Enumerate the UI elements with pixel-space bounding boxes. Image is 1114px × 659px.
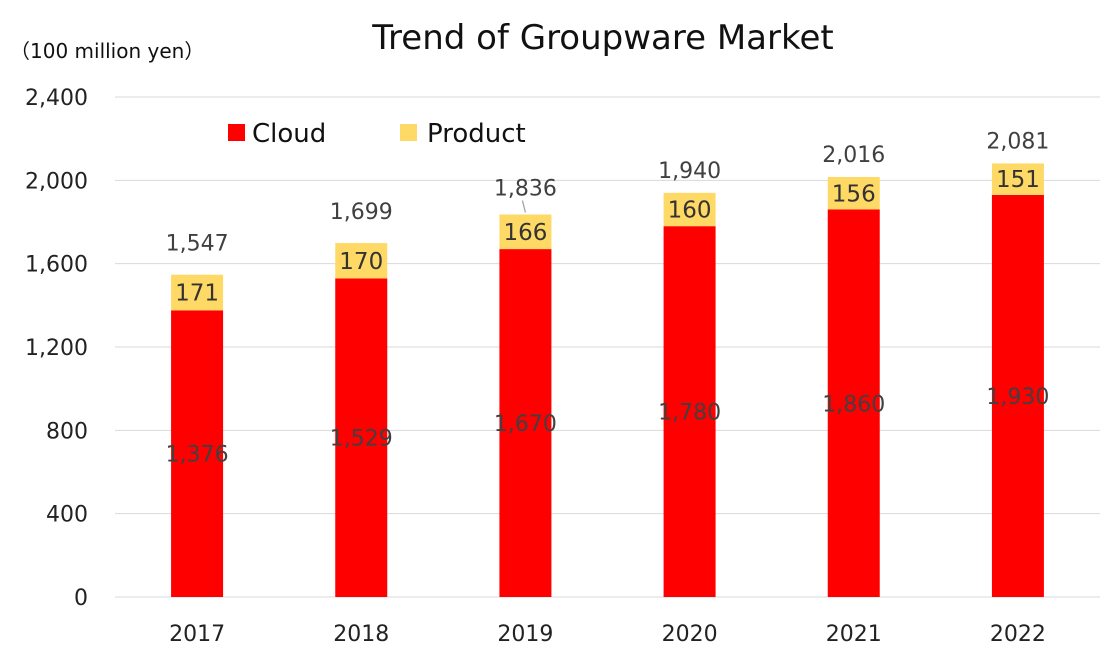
y-tick-label-1600: 1,600 — [25, 253, 88, 278]
x-tick-label-2020: 2020 — [662, 622, 718, 647]
data-label-cloud-2017: 1,376 — [166, 443, 229, 468]
legend-swatch-cloud — [228, 124, 245, 141]
data-label-cloud-2019: 1,670 — [494, 412, 557, 437]
data-label-cloud-2020: 1,780 — [658, 401, 721, 426]
bar-cloud-2020 — [663, 226, 716, 597]
data-label-total-2022: 2,081 — [986, 129, 1049, 154]
legend: Cloud Product — [228, 119, 526, 149]
unit-label: （100 million yen） — [10, 39, 204, 63]
legend-label-cloud: Cloud — [252, 119, 326, 149]
data-label-total-2017: 1,547 — [166, 232, 229, 257]
y-tick-label-0: 0 — [74, 586, 88, 611]
bar-cloud-2021 — [827, 209, 880, 597]
data-label-total-2021: 2,016 — [822, 143, 885, 168]
bar-product-2018 — [335, 243, 388, 279]
bar-cloud-2019 — [499, 249, 552, 598]
data-label-product-2018: 170 — [339, 249, 383, 275]
data-label-total-2020: 1,940 — [658, 159, 721, 184]
legend-label-product: Product — [427, 119, 526, 149]
x-tick-label-2017: 2017 — [169, 622, 225, 647]
bar-product-2021 — [827, 177, 880, 210]
y-tick-label-800: 800 — [46, 419, 88, 444]
gridlines — [115, 96, 1100, 598]
x-tick-label-2018: 2018 — [333, 622, 389, 647]
y-axis-tick-labels: 0 400 800 1,200 1,600 2,000 2,400 — [25, 86, 88, 611]
legend-swatch-product — [400, 124, 417, 141]
x-axis-tick-labels: 2017 2018 2019 2020 2021 2022 — [169, 622, 1046, 647]
data-label-total-2019: 1,836 — [494, 177, 557, 202]
chart-title: Trend of Groupware Market — [371, 18, 833, 58]
bar-cloud-2017 — [171, 310, 224, 597]
x-tick-label-2021: 2021 — [826, 622, 882, 647]
data-label-product-2017: 171 — [175, 281, 219, 307]
y-tick-label-1200: 1,200 — [25, 336, 88, 361]
data-label-cloud-2018: 1,529 — [330, 427, 393, 452]
y-tick-label-2000: 2,000 — [25, 169, 88, 194]
data-label-total-2018: 1,699 — [330, 200, 393, 225]
data-label-product-2021: 156 — [832, 181, 876, 207]
data-label-cloud-2022: 1,930 — [986, 385, 1049, 410]
y-tick-label-2400: 2,400 — [25, 86, 88, 111]
data-label-product-2019: 166 — [503, 220, 547, 246]
bar-product-2020 — [663, 192, 716, 227]
bars — [171, 163, 1044, 598]
bar-product-2019 — [499, 214, 552, 250]
data-label-cloud-2021: 1,860 — [822, 392, 885, 417]
bar-product-2022 — [991, 163, 1044, 195]
bar-product-2017 — [171, 274, 224, 311]
bar-cloud-2018 — [335, 278, 388, 597]
data-label-product-2020: 160 — [668, 198, 712, 224]
leader-line-2019 — [521, 200, 527, 213]
bar-cloud-2022 — [991, 194, 1044, 597]
x-tick-label-2019: 2019 — [497, 622, 553, 647]
data-labels: 1,376 171 1,547 1,529 170 1,699 1,670 166 1,836 1… — [166, 129, 1050, 467]
x-tick-label-2022: 2022 — [990, 622, 1046, 647]
data-label-product-2022: 151 — [996, 167, 1040, 193]
y-tick-label-400: 400 — [46, 503, 88, 528]
